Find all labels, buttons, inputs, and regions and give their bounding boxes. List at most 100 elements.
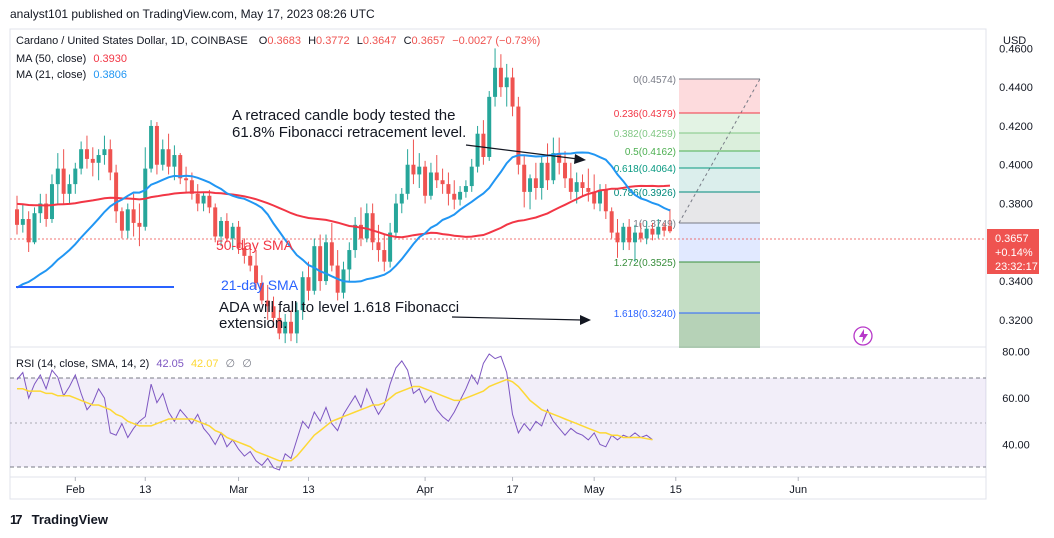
candle-body [434,172,439,181]
rsi-ticks[interactable]: 80.00 60.00 40.00 [1002,347,1030,452]
candle-body [318,246,323,282]
candle-body [498,67,503,88]
ma50-legend[interactable]: MA (50, close) 0.3930 [16,53,127,65]
candle-body [195,193,200,204]
candle-body [55,168,60,185]
candle-body [323,242,328,282]
candle [557,137,562,175]
event-bolt [859,329,868,343]
candle-body [84,149,89,159]
fib-level-label: 0.382(0.4259) [614,129,676,140]
candle [20,203,25,233]
price-tick-label: 0.4200 [999,121,1033,133]
candle [353,217,358,258]
fib-level: 0.5(0.4162) [625,147,760,158]
candle-body [166,149,171,167]
candle [213,203,218,243]
candle-body [376,242,381,251]
fib-zone-0786-1 [679,192,760,223]
price-ticks[interactable]: 0.46000.44000.42000.40000.38000.36000.34… [999,43,1033,326]
candle-body [493,67,498,97]
candle-body [528,178,533,192]
fib-zone-05-0618 [679,151,760,168]
fibonacci-levels[interactable]: 0(0.4574) 0.236(0.4379) 0.382(0.4259) 0.5(0… [614,75,760,320]
candle-body [522,164,527,192]
candle [131,193,136,237]
candle [545,143,550,190]
candle-body [73,168,78,185]
candle [26,211,31,252]
rsi-legend[interactable]: RSI (14, close, SMA, 14, 2) 42.05 42.07 … [16,357,252,370]
rsi-label: RSI (14, close, SMA, 14, 2) [16,358,150,370]
candle-body [207,195,212,208]
candle-body [382,250,387,262]
candle-body [388,232,393,262]
candle [632,224,637,262]
ma50-tag: 50-day SMA [216,237,294,253]
candle [277,310,282,340]
fib-zone-0236-0382 [679,113,760,133]
candle-body [533,178,538,188]
candle-body [358,224,363,239]
symbol-title[interactable]: Cardano / United States Dollar, 1D, COIN… [16,35,248,47]
event-icon[interactable] [853,326,873,346]
rsi-sma-value: 42.07 [190,358,219,370]
ma21-line[interactable] [16,151,671,289]
candle-body [201,195,206,204]
candle [125,203,130,239]
candle [434,155,439,188]
rsi-na-1: ∅ [225,358,236,370]
candle-body [20,219,25,225]
candle [300,271,305,320]
fib-level: 1.272(0.3525) [614,258,760,269]
fibonacci-zones[interactable] [678,78,761,348]
rsi-sma-line[interactable] [17,378,653,462]
last-price-tag [987,229,1039,274]
candle-body [405,164,410,194]
candle-body [539,162,544,188]
candle [329,222,334,272]
candle-body [289,321,294,334]
last-change: +0.14% [995,247,1033,259]
open-value: 0.3683 [267,35,301,47]
candle [399,188,404,214]
ma50-line[interactable] [16,184,671,239]
candle [154,122,159,175]
candle-body [114,172,119,212]
candle-body [38,203,43,214]
fib-zone-0618-0786 [679,168,760,192]
tradingview-logo[interactable]: 17 TradingView [10,512,108,527]
candle-body [108,149,113,173]
fib-level-label: 1.618(0.3240) [614,309,676,320]
candle [417,153,422,188]
candle-body [242,248,247,256]
retrace-annotation-line2: 61.8% Fibonacci retracement level. [232,124,466,141]
candle [411,139,416,185]
ma21-legend[interactable]: MA (21, close) 0.3806 [16,69,127,81]
time-ticks[interactable]: Feb 13 Mar 13 Apr 17 May 15 Jun [66,477,807,496]
candle-body [615,232,620,243]
last-price: 0.3657 [995,233,1029,245]
countdown: 23:32:17 [995,261,1038,273]
candle-body [26,219,31,243]
candle-body [568,178,573,192]
candle [84,135,89,169]
candle-body [632,232,637,243]
candle [533,162,538,200]
tradingview-mark-icon: 17 [10,512,22,527]
candle-body [469,166,474,187]
rsi-tick-label: 80.00 [1002,347,1030,359]
currency-label: USD [1003,35,1026,47]
candle [271,296,276,328]
candle-body [184,178,189,181]
candle-body [236,226,241,249]
candle [458,186,463,206]
ma21-label: MA (21, close) [16,69,87,81]
rsi-tick-label: 60.00 [1002,393,1030,405]
candle [650,222,655,241]
candle [172,145,177,181]
candle [364,203,369,243]
retrace-annotation-line1: A retraced candle body tested the [232,107,455,124]
candle [376,224,381,262]
